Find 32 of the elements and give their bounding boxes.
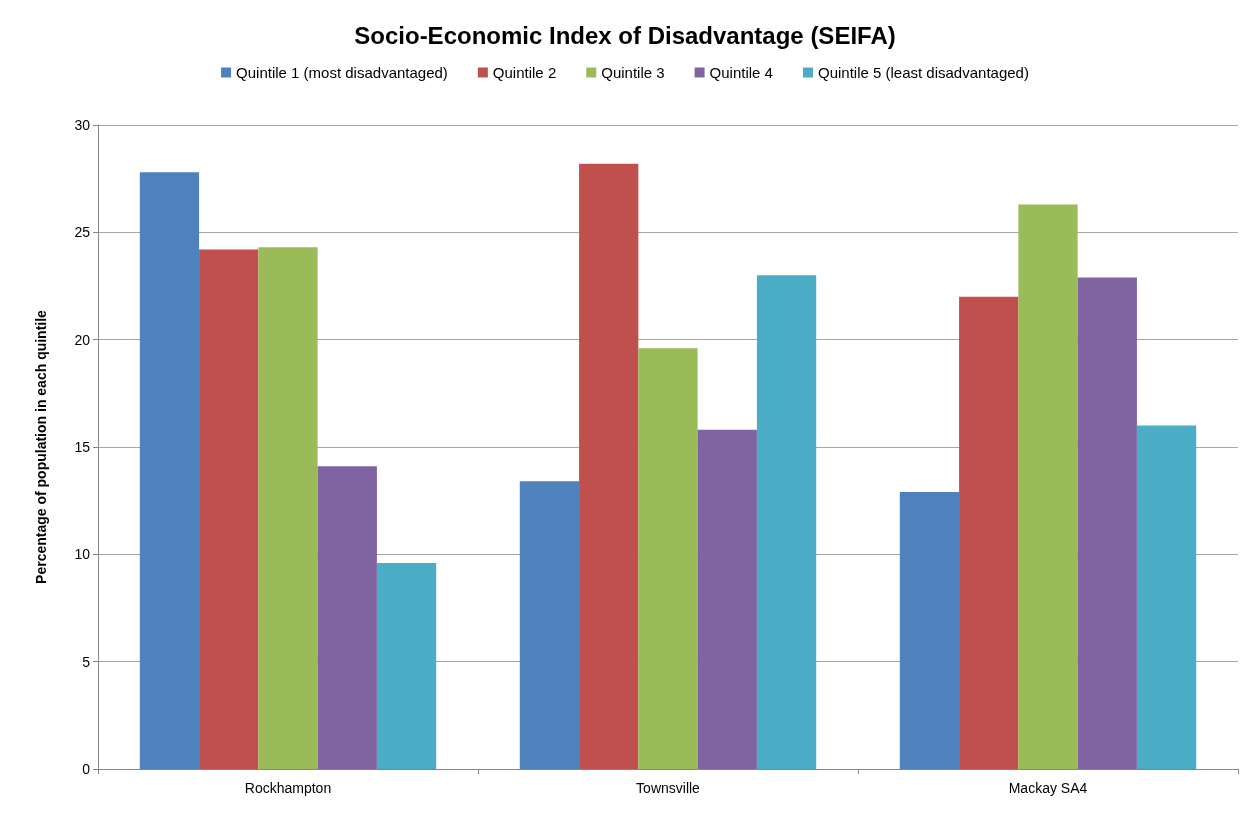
- y-tick-label: 30: [74, 117, 91, 133]
- bar: [1018, 204, 1078, 769]
- legend-label: Quintile 3: [601, 64, 665, 81]
- bar: [199, 249, 259, 769]
- bar: [519, 481, 580, 769]
- bar: [258, 247, 318, 769]
- y-axis-title: Percentage of population in each quintile: [33, 309, 49, 584]
- bar: [317, 466, 377, 769]
- bar: [899, 492, 960, 769]
- bar: [1077, 277, 1137, 769]
- bar: [579, 163, 639, 769]
- x-tick-label: Mackay SA4: [1008, 780, 1088, 796]
- y-tick-label: 15: [74, 439, 91, 455]
- bar: [1136, 425, 1197, 769]
- x-tick-label: Rockhampton: [244, 780, 332, 796]
- bar: [638, 348, 698, 769]
- y-tick-label: 25: [74, 224, 91, 241]
- bar: [697, 429, 757, 769]
- legend-label: Quintile 5 (least disadvantaged): [817, 64, 1029, 81]
- y-tick-label: 10: [74, 546, 91, 563]
- y-tick-label: 20: [74, 331, 91, 348]
- legend-label: Quintile 1 (most disadvantaged): [236, 64, 448, 81]
- legend-label: Quintile 4: [709, 64, 773, 81]
- x-tick-label: Townsville: [636, 780, 701, 796]
- y-tick-label: 5: [82, 653, 91, 670]
- bar: [959, 296, 1019, 769]
- bar: [139, 172, 200, 769]
- bar: [756, 275, 817, 769]
- bar: [376, 562, 437, 769]
- chart-title: Socio-Economic Index of Disadvantage (SEIFA): [354, 21, 896, 49]
- legend-label: Quintile 2: [492, 64, 557, 81]
- y-tick-label: 0: [82, 761, 91, 777]
